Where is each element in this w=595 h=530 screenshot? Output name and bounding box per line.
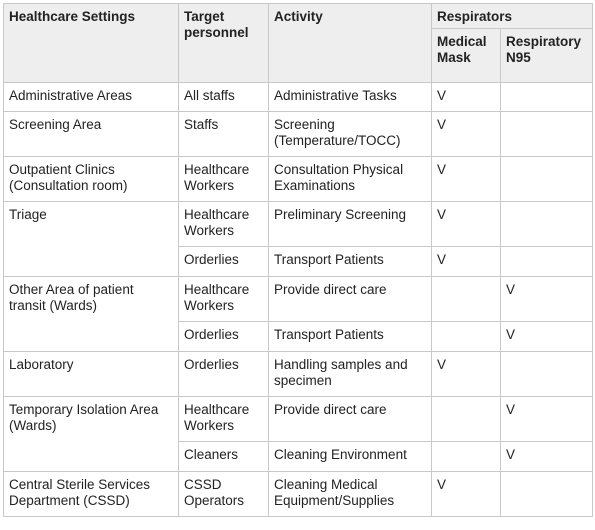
medical-mask-cell	[431, 321, 501, 352]
medical-mask-cell: V	[431, 351, 501, 397]
personnel-cell: Cleaners	[178, 441, 269, 472]
table-row: Cleaners Cleaning Environment V	[4, 441, 593, 472]
n95-cell: V	[500, 276, 593, 322]
header-n95: Respiratory N95	[500, 28, 593, 83]
header-medical-mask-line2: Mask	[437, 50, 471, 65]
n95-cell: V	[500, 396, 593, 442]
table-body: Administrative Areas All staffs Administ…	[3, 82, 593, 517]
setting-cell: Other Area of patient transit (Wards)	[3, 276, 179, 352]
medical-mask-cell: V	[431, 156, 501, 202]
activity-cell: Administrative Tasks	[268, 82, 432, 112]
header-settings: Healthcare Settings	[3, 3, 179, 83]
table-row: Temporary Isolation Area (Wards) Healthc…	[3, 396, 593, 472]
header-n95-line2: N95	[506, 50, 531, 65]
medical-mask-cell: V	[431, 82, 501, 112]
table-row: Laboratory Orderlies Handling samples an…	[3, 351, 593, 397]
medical-mask-cell: V	[431, 471, 501, 517]
header-personnel: Target personnel	[178, 3, 269, 83]
setting-cell: Central Sterile Services Department (CSS…	[3, 471, 179, 517]
personnel-cell: Healthcare Workers	[178, 201, 269, 247]
table-row: Triage Healthcare Workers Preliminary Sc…	[3, 201, 593, 277]
n95-cell	[500, 111, 593, 157]
header-row-2: Medical Mask Respiratory N95	[4, 28, 593, 83]
setting-cell: Temporary Isolation Area (Wards)	[3, 396, 179, 472]
n95-cell	[500, 201, 593, 247]
personnel-cell: Healthcare Workers	[178, 276, 269, 322]
header-medical-mask: Medical Mask	[431, 28, 501, 83]
table-row: Screening Area Staffs Screening (Tempera…	[3, 111, 593, 157]
medical-mask-cell: V	[431, 246, 501, 277]
setting-cell: Screening Area	[3, 111, 179, 157]
table-header: Healthcare Settings Target personnel Act…	[3, 3, 593, 83]
personnel-cell: Healthcare Workers	[178, 156, 269, 202]
n95-cell	[500, 156, 593, 202]
n95-cell	[500, 471, 593, 517]
activity-cell: Cleaning Environment	[268, 441, 432, 472]
ppe-table: Healthcare Settings Target personnel Act…	[3, 3, 593, 517]
personnel-cell: Orderlies	[178, 246, 269, 277]
n95-cell: V	[500, 321, 593, 352]
header-personnel-line2: personnel	[184, 25, 249, 40]
personnel-cell: Healthcare Workers	[178, 396, 269, 442]
n95-cell	[500, 82, 593, 112]
setting-cell: Triage	[3, 201, 179, 277]
activity-cell: Provide direct care	[268, 396, 432, 442]
activity-cell: Cleaning Medical Equipment/Supplies	[268, 471, 432, 517]
header-medical-mask-line1: Medical	[437, 34, 487, 49]
activity-cell: Screening (Temperature/TOCC)	[268, 111, 432, 157]
personnel-cell: Orderlies	[178, 321, 269, 352]
table-row: Orderlies Transport Patients V	[4, 246, 593, 277]
activity-cell: Preliminary Screening	[268, 201, 432, 247]
header-n95-line1: Respiratory	[506, 34, 582, 49]
setting-cell: Outpatient Clinics (Consultation room)	[3, 156, 179, 202]
table-row: Central Sterile Services Department (CSS…	[3, 471, 593, 517]
header-row-1: Healthcare Settings Target personnel Act…	[3, 3, 593, 83]
medical-mask-cell	[431, 441, 501, 472]
setting-cell: Laboratory	[3, 351, 179, 397]
n95-cell	[500, 351, 593, 397]
header-respirators: Respirators	[431, 3, 593, 29]
table-row: Other Area of patient transit (Wards) He…	[3, 276, 593, 352]
activity-cell: Consultation Physical Examinations	[268, 156, 432, 202]
medical-mask-cell	[431, 396, 501, 442]
header-personnel-line1: Target	[184, 9, 225, 24]
personnel-cell: CSSD Operators	[178, 471, 269, 517]
table-row: Administrative Areas All staffs Administ…	[3, 82, 593, 112]
medical-mask-cell: V	[431, 111, 501, 157]
header-activity: Activity	[268, 3, 432, 83]
table-row: Outpatient Clinics (Consultation room) H…	[3, 156, 593, 202]
medical-mask-cell	[431, 276, 501, 322]
activity-cell: Handling samples and specimen	[268, 351, 432, 397]
setting-cell: Administrative Areas	[3, 82, 179, 112]
personnel-cell: Orderlies	[178, 351, 269, 397]
activity-cell: Transport Patients	[268, 246, 432, 277]
personnel-cell: Staffs	[178, 111, 269, 157]
personnel-cell: All staffs	[178, 82, 269, 112]
medical-mask-cell: V	[431, 201, 501, 247]
n95-cell	[500, 246, 593, 277]
activity-cell: Provide direct care	[268, 276, 432, 322]
n95-cell: V	[500, 441, 593, 472]
activity-cell: Transport Patients	[268, 321, 432, 352]
